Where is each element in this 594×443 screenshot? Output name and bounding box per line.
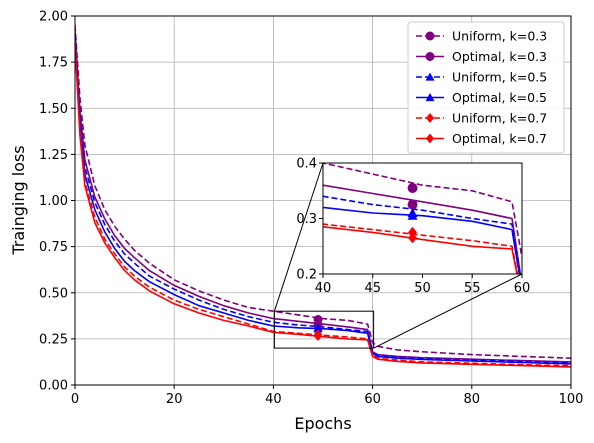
y-tick-label: 1.50 <box>39 102 68 117</box>
x-tick-label: 20 <box>166 392 183 407</box>
legend-marker-4 <box>425 113 435 123</box>
y-tick-label: 2.00 <box>39 10 68 25</box>
series-line-3 <box>75 38 571 365</box>
inset-series-marker-0 <box>407 182 418 193</box>
legend-marker-0 <box>425 31 435 41</box>
y-tick-label: 1.25 <box>39 148 68 163</box>
y-tick-label: 1.00 <box>39 194 68 209</box>
inset-background <box>323 163 522 274</box>
inset-x-tick-label: 60 <box>514 281 531 296</box>
x-tick-label: 0 <box>71 392 79 407</box>
legend-label-2: Uniform, k=0.5 <box>452 70 547 85</box>
legend-label-3: Optimal, k=0.5 <box>452 90 547 105</box>
y-tick-label: 0.25 <box>39 332 68 347</box>
legend-label-0: Uniform, k=0.3 <box>452 29 547 44</box>
inset-ticks: 40 45 50 55 60 0.2 0.3 0.4 <box>296 157 530 297</box>
legend-marker-1 <box>425 52 435 61</box>
legend-marker-3 <box>425 93 435 102</box>
inset-y-tick-label: 0.3 <box>296 212 317 227</box>
y-tick-label: 0.50 <box>39 286 68 301</box>
y-tick-label: 1.75 <box>39 56 68 71</box>
inset-markers <box>407 182 418 244</box>
inset-series-marker-1 <box>407 199 418 210</box>
x-tick-label: 60 <box>364 392 381 407</box>
inset-series-marker-4 <box>408 226 418 238</box>
inset-x-tick-label: 50 <box>414 281 431 296</box>
legend-label-4: Uniform, k=0.7 <box>452 111 547 126</box>
main-markers <box>313 315 323 342</box>
legend: Uniform, k=0.3 Optimal, k=0.3 Uniform, k=0… <box>407 21 565 154</box>
legend-box <box>407 21 565 154</box>
inset-y-tick-label: 0.4 <box>296 157 317 172</box>
zoom-connector-right <box>373 273 523 349</box>
y-tick-label: 0.00 <box>39 379 68 394</box>
zoom-region-box <box>273 310 375 349</box>
legend-label-1: Optimal, k=0.3 <box>452 49 547 64</box>
inset-x-tick-label: 40 <box>315 281 332 296</box>
inset-series-marker-5 <box>408 232 418 244</box>
y-axis-title: Trainging loss <box>9 145 28 255</box>
series-line-0 <box>75 25 571 359</box>
inset-y-tick-label: 0.2 <box>296 268 317 283</box>
series-line-4 <box>75 41 571 367</box>
series-marker-3 <box>313 324 323 333</box>
x-axis-title: Epochs <box>294 414 351 433</box>
series-marker-5 <box>313 331 323 342</box>
inset-x-tick-label: 45 <box>364 281 381 296</box>
legend-marker-5 <box>425 133 435 144</box>
series-line-5 <box>75 43 571 368</box>
zoom-connector-left <box>273 162 324 312</box>
series-line-2 <box>75 34 571 364</box>
main-ticks: 0 20 40 60 80 100 0.00 0.25 0.50 0.75 1.00 1.25 1.50… <box>39 10 583 408</box>
x-tick-label: 40 <box>265 392 282 407</box>
main-lines <box>75 25 571 368</box>
legend-marker-2 <box>425 72 435 81</box>
series-line-1 <box>75 30 571 363</box>
inset-series-marker-3 <box>407 210 418 220</box>
x-tick-label: 100 <box>559 392 584 407</box>
inset-x-tick-label: 55 <box>464 281 481 296</box>
legend-label-5: Optimal, k=0.7 <box>452 131 547 146</box>
y-tick-label: 0.75 <box>39 240 68 255</box>
x-tick-label: 80 <box>464 392 481 407</box>
